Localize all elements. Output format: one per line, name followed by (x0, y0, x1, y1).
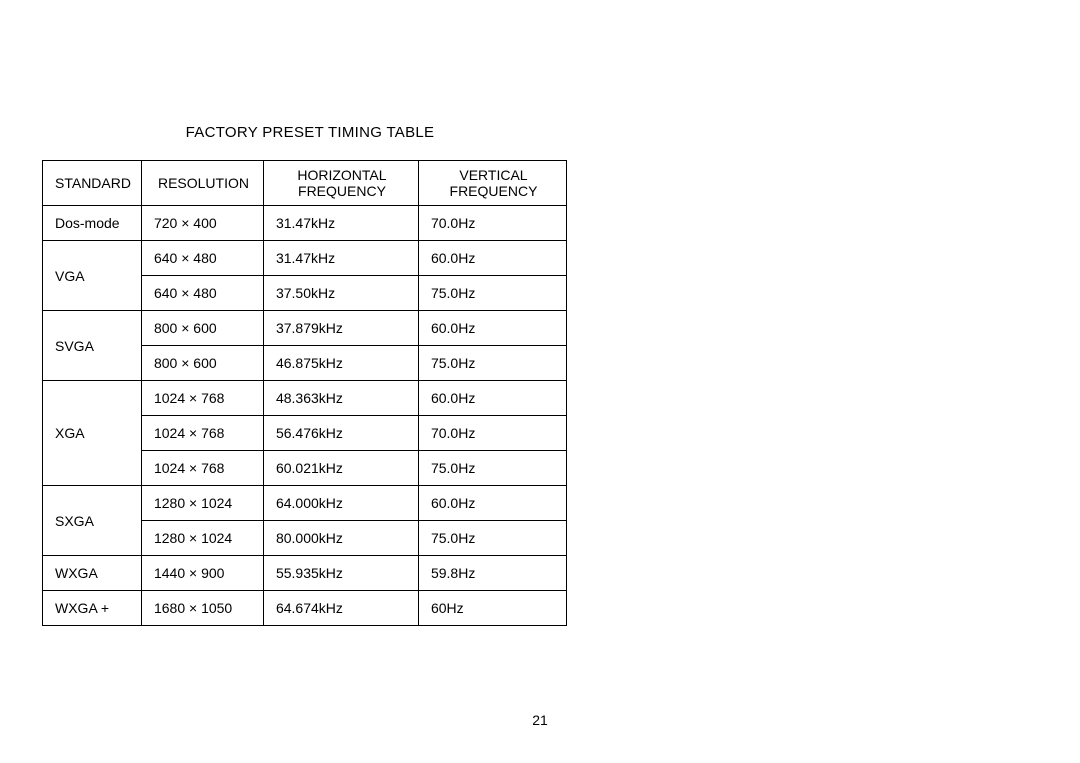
col-vfreq-line1: VERTICAL (459, 167, 527, 183)
cell-standard: WXGA + (43, 591, 142, 626)
col-vfreq: VERTICAL FREQUENCY (418, 161, 566, 206)
cell-standard: SXGA (43, 486, 142, 556)
col-hfreq-line2: FREQUENCY (298, 183, 386, 199)
cell-hfreq: 64.000kHz (263, 486, 418, 521)
col-hfreq: HORIZONTAL FREQUENCY (263, 161, 418, 206)
cell-vfreq: 75.0Hz (418, 451, 566, 486)
cell-vfreq: 60.0Hz (418, 311, 566, 346)
cell-resolution: 640 × 480 (141, 276, 263, 311)
cell-hfreq: 48.363kHz (263, 381, 418, 416)
cell-vfreq: 70.0Hz (418, 416, 566, 451)
cell-vfreq: 60.0Hz (418, 486, 566, 521)
cell-hfreq: 80.000kHz (263, 521, 418, 556)
cell-vfreq: 75.0Hz (418, 521, 566, 556)
table-header-row: STANDARD RESOLUTION HORIZONTAL FREQUENCY… (43, 161, 567, 206)
cell-standard: VGA (43, 241, 142, 311)
table-row: Dos-mode720 × 40031.47kHz70.0Hz (43, 206, 567, 241)
cell-hfreq: 46.875kHz (263, 346, 418, 381)
cell-vfreq: 60.0Hz (418, 241, 566, 276)
page: FACTORY PRESET TIMING TABLE STANDARD RES… (0, 0, 1080, 763)
cell-resolution: 640 × 480 (141, 241, 263, 276)
col-hfreq-line1: HORIZONTAL (297, 167, 386, 183)
cell-resolution: 1280 × 1024 (141, 486, 263, 521)
cell-hfreq: 37.50kHz (263, 276, 418, 311)
cell-resolution: 720 × 400 (141, 206, 263, 241)
cell-standard: Dos-mode (43, 206, 142, 241)
cell-resolution: 800 × 600 (141, 346, 263, 381)
page-number: 21 (0, 712, 1080, 728)
cell-vfreq: 70.0Hz (418, 206, 566, 241)
cell-hfreq: 56.476kHz (263, 416, 418, 451)
cell-resolution: 1280 × 1024 (141, 521, 263, 556)
cell-vfreq: 60Hz (418, 591, 566, 626)
table-row: VGA640 × 48031.47kHz60.0Hz (43, 241, 567, 276)
cell-resolution: 1440 × 900 (141, 556, 263, 591)
col-resolution: RESOLUTION (141, 161, 263, 206)
cell-resolution: 800 × 600 (141, 311, 263, 346)
table-body: Dos-mode720 × 40031.47kHz70.0HzVGA640 × … (43, 206, 567, 626)
table-row: SVGA800 × 60037.879kHz60.0Hz (43, 311, 567, 346)
cell-hfreq: 55.935kHz (263, 556, 418, 591)
page-title: FACTORY PRESET TIMING TABLE (0, 124, 620, 141)
cell-resolution: 1680 × 1050 (141, 591, 263, 626)
cell-standard: SVGA (43, 311, 142, 381)
table-row: SXGA1280 × 102464.000kHz60.0Hz (43, 486, 567, 521)
cell-hfreq: 60.021kHz (263, 451, 418, 486)
cell-resolution: 1024 × 768 (141, 451, 263, 486)
cell-hfreq: 31.47kHz (263, 241, 418, 276)
cell-vfreq: 75.0Hz (418, 346, 566, 381)
cell-standard: WXGA (43, 556, 142, 591)
cell-vfreq: 59.8Hz (418, 556, 566, 591)
cell-hfreq: 31.47kHz (263, 206, 418, 241)
timing-table: STANDARD RESOLUTION HORIZONTAL FREQUENCY… (42, 160, 567, 626)
cell-vfreq: 60.0Hz (418, 381, 566, 416)
cell-hfreq: 37.879kHz (263, 311, 418, 346)
col-vfreq-line2: FREQUENCY (450, 183, 538, 199)
table-row: WXGA +1680 × 105064.674kHz 60Hz (43, 591, 567, 626)
cell-hfreq: 64.674kHz (263, 591, 418, 626)
col-standard: STANDARD (43, 161, 142, 206)
table-row: WXGA1440 × 90055.935kHz59.8Hz (43, 556, 567, 591)
cell-resolution: 1024 × 768 (141, 381, 263, 416)
cell-vfreq: 75.0Hz (418, 276, 566, 311)
table-row: XGA1024 × 76848.363kHz60.0Hz (43, 381, 567, 416)
cell-resolution: 1024 × 768 (141, 416, 263, 451)
cell-standard: XGA (43, 381, 142, 486)
